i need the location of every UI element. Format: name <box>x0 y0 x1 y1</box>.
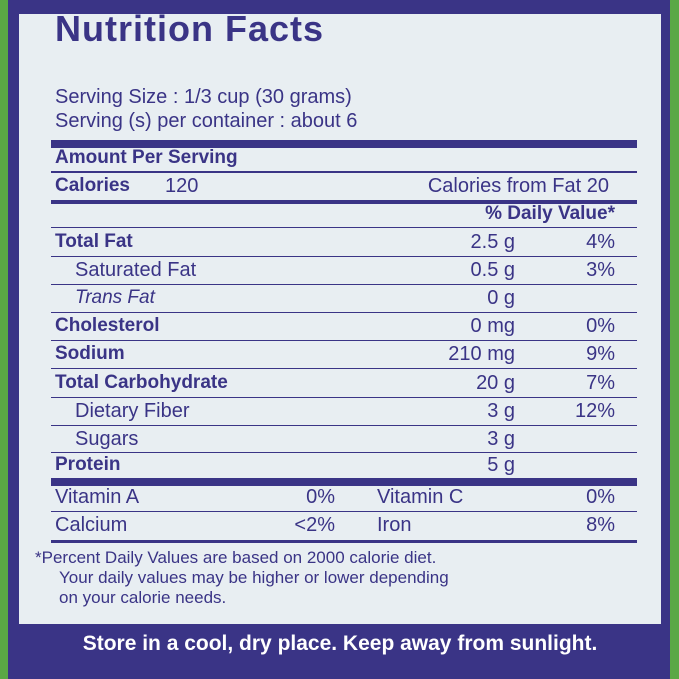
footnote-line-1: *Percent Daily Values are based on 2000 … <box>35 548 437 567</box>
vitamin-value: 8% <box>586 514 615 536</box>
vitamin-label: Vitamin A <box>55 486 140 508</box>
nutrition-title: Nutrition Facts <box>55 8 325 49</box>
calories-value: 120 <box>165 175 199 197</box>
row-divider <box>51 312 637 313</box>
vitamin-label: Calcium <box>55 514 128 536</box>
vitamin-value: 0% <box>306 486 335 508</box>
nutrient-dv: 12% <box>574 400 615 422</box>
nutrient-label: Sugars <box>75 428 139 450</box>
row-divider <box>51 397 637 398</box>
nutrient-label: Dietary Fiber <box>75 400 190 422</box>
serving-size: Serving Size : 1/3 cup (30 grams) <box>55 86 352 108</box>
nutrient-amount: 0 mg <box>470 315 515 337</box>
nutrient-amount: 2.5 g <box>470 231 515 253</box>
thick-rule-vitamins <box>51 478 637 486</box>
nutrient-amount: 3 g <box>487 428 515 450</box>
row-divider <box>51 511 637 512</box>
medium-rule-calories <box>51 200 637 204</box>
storage-instructions: Store in a cool, dry place. Keep away fr… <box>82 632 598 655</box>
nutrient-amount: 3 g <box>487 400 515 422</box>
nutrient-label: Saturated Fat <box>75 259 197 281</box>
nutrient-label: Sodium <box>55 343 125 364</box>
thick-rule-top <box>51 140 637 148</box>
nutrient-amount: 20 g <box>476 372 515 394</box>
daily-value-header: % Daily Value* <box>485 203 615 224</box>
calories-from-fat: Calories from Fat 20 <box>427 175 609 197</box>
row-divider <box>51 452 637 453</box>
nutrient-dv: 9% <box>586 343 615 365</box>
nutrient-amount: 210 mg <box>448 343 515 365</box>
nutrient-amount: 0 g <box>487 287 515 309</box>
vitamin-label: Vitamin C <box>377 486 464 508</box>
vitamin-label: Iron <box>377 514 412 536</box>
row-divider <box>51 284 637 285</box>
nutrient-amount: 5 g <box>487 454 515 476</box>
calories-label: Calories <box>55 175 130 196</box>
nutrient-label: Trans Fat <box>75 287 155 308</box>
vitamin-value: 0% <box>586 486 615 508</box>
nutrient-label: Cholesterol <box>55 315 160 336</box>
footnote-line-3: on your calorie needs. <box>59 588 227 607</box>
rule-amount <box>51 171 637 173</box>
vitamin-value: <2% <box>294 514 335 536</box>
rule-dv <box>51 227 637 228</box>
nutrient-label: Total Carbohydrate <box>55 372 228 393</box>
row-divider <box>51 340 637 341</box>
row-divider <box>51 425 637 426</box>
amount-per-serving: Amount Per Serving <box>55 147 238 168</box>
nutrient-label: Total Fat <box>55 231 133 252</box>
nutrient-amount: 0.5 g <box>470 259 515 281</box>
row-divider <box>51 368 637 369</box>
rule-footnote <box>51 540 637 543</box>
nutrient-dv: 4% <box>586 231 615 253</box>
nutrient-dv: 7% <box>586 372 615 394</box>
nutrition-panel: Nutrition Facts Serving Size : 1/3 cup (… <box>19 8 661 624</box>
servings-per-container: Serving (s) per container : about 6 <box>55 110 358 132</box>
nutrient-dv: 0% <box>586 315 615 337</box>
row-divider <box>51 256 637 257</box>
nutrient-label: Protein <box>55 454 121 475</box>
nutrient-dv: 3% <box>586 259 615 281</box>
footnote-line-2: Your daily values may be higher or lower… <box>59 568 449 587</box>
